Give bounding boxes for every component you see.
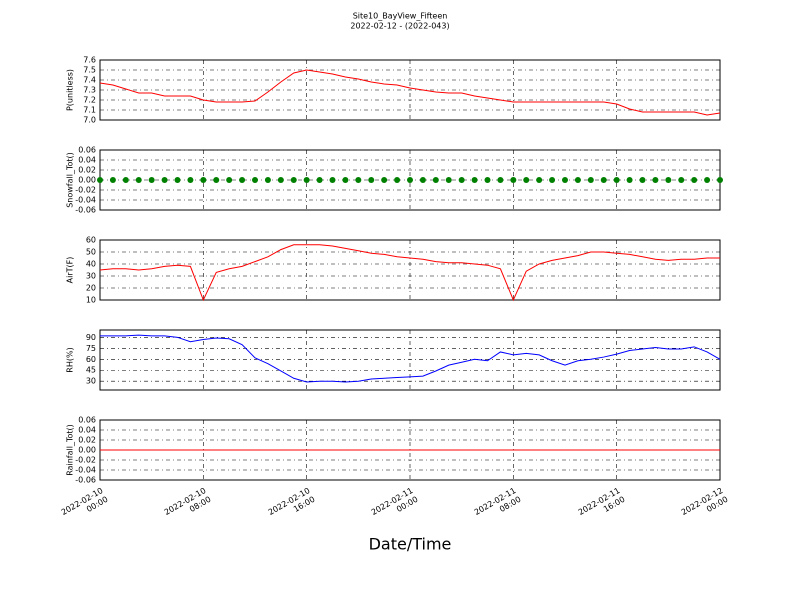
chart-title: Site10_BayView_Fifteen [353,12,448,21]
data-point [329,177,336,183]
data-point [613,177,620,183]
data-point [626,177,633,183]
data-point [639,177,646,183]
y-axis-label: RH(%) [66,347,75,372]
y-tick-label: 7.3 [83,86,96,95]
data-point [109,177,116,183]
y-tick-label: 0.06 [78,416,96,425]
y-tick-label: 0.02 [78,436,96,445]
y-tick-label: 40 [86,260,96,269]
y-tick-label: 0.04 [78,156,96,165]
data-point [691,177,698,183]
data-point [290,177,297,183]
data-point [549,177,556,183]
y-tick-label: -0.06 [75,476,96,485]
y-axis-label: P(unitless) [66,69,75,111]
y-tick-label: -0.02 [75,186,96,195]
y-tick-label: 0.00 [78,446,96,455]
data-point [471,177,478,183]
y-tick-label: 7.6 [83,56,96,65]
data-point [355,177,362,183]
y-tick-label: 20 [86,284,96,293]
data-point [432,177,439,183]
data-point [342,177,349,183]
data-point [97,177,103,183]
y-tick-label: 0.02 [78,166,96,175]
data-point [303,177,310,183]
data-point [497,177,504,183]
y-axis-label: Rainfall_Tot() [66,424,75,476]
data-point [381,177,388,183]
data-point [161,177,168,183]
data-point [135,177,142,183]
y-tick-label: 50 [86,248,96,257]
data-point [445,177,452,183]
y-tick-label: -0.04 [75,196,96,205]
y-axis-label: Snowfall_Tot() [66,152,75,208]
data-point [484,177,491,183]
data-point [510,177,517,183]
data-point [407,177,413,183]
data-point [252,177,258,183]
y-tick-label: 45 [86,366,96,375]
x-axis-label: Date/Time [369,535,452,554]
y-tick-label: 75 [86,344,96,353]
data-point [148,177,155,183]
data-point [678,177,685,183]
data-point [213,177,220,183]
y-tick-label: -0.04 [75,466,96,475]
data-point [652,177,659,183]
data-point [574,177,581,183]
data-point [239,177,246,183]
chart-subtitle: 2022-02-12 - (2022-043) [350,22,449,31]
data-point [536,177,543,183]
y-tick-label: 7.0 [83,116,96,125]
data-point [264,177,271,183]
y-tick-label: 7.1 [83,106,96,115]
data-line [99,69,721,116]
y-axis-label: AirT(F) [66,257,75,284]
data-point [523,177,530,183]
data-point [704,177,711,183]
data-point [717,177,723,183]
data-point [226,177,233,183]
y-tick-label: 7.4 [83,76,96,85]
y-tick-label: 10 [86,296,96,305]
data-point [562,177,568,183]
data-line [99,244,720,302]
data-point [587,177,594,183]
y-tick-label: -0.06 [75,206,96,215]
data-point [368,177,375,183]
y-tick-label: 60 [86,236,96,245]
data-point [600,177,607,183]
data-point [665,177,672,183]
data-point [187,177,194,183]
y-tick-label: -0.02 [75,456,96,465]
y-tick-label: 0.06 [78,146,96,155]
y-tick-label: 60 [86,355,96,364]
data-point [419,177,426,183]
data-point [277,177,284,183]
y-tick-label: 30 [86,377,96,386]
data-point [394,177,401,183]
data-point [200,177,207,183]
y-tick-label: 0.00 [78,176,96,185]
data-point [174,177,181,183]
y-tick-label: 90 [86,333,96,342]
data-point [458,177,465,183]
y-tick-label: 7.5 [83,66,96,75]
data-line [100,334,721,383]
y-tick-label: 7.2 [83,96,96,105]
data-point [122,177,129,183]
data-point [316,177,323,183]
y-tick-label: 30 [86,272,96,281]
y-tick-label: 0.04 [78,426,96,435]
